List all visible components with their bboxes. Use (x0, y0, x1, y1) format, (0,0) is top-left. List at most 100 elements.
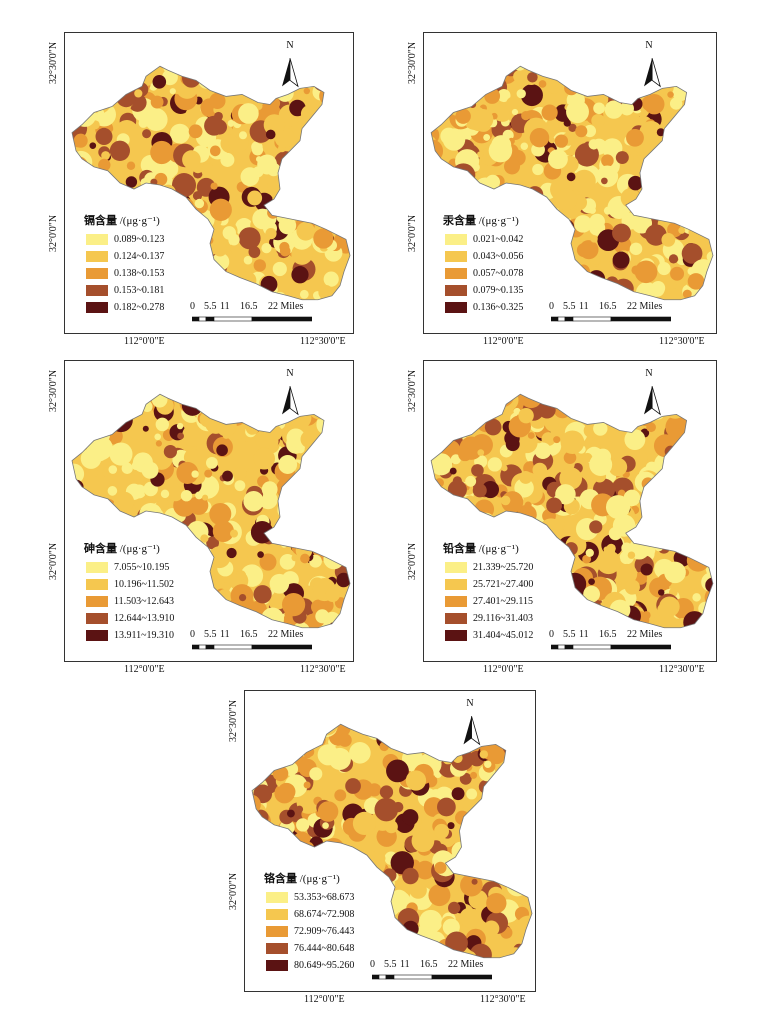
map-patch (284, 191, 293, 200)
map-patch (247, 467, 254, 475)
map-patch (665, 162, 686, 183)
map-patch (189, 495, 209, 515)
map-patch (574, 279, 588, 294)
map-patch (75, 400, 88, 413)
map-patch (109, 408, 133, 433)
map-patch (656, 180, 670, 194)
map-patch (265, 227, 277, 240)
map-patch (431, 179, 439, 204)
map-patch (338, 733, 352, 747)
map-patch (581, 600, 594, 613)
map-patch (252, 732, 260, 749)
map-patch (173, 557, 190, 574)
map-patch (282, 508, 294, 521)
map-patch (330, 853, 348, 871)
map-patch (431, 395, 433, 415)
map-patch (197, 545, 209, 558)
map-patch (176, 66, 200, 77)
legend-swatch (266, 943, 288, 954)
map-patch (109, 442, 133, 466)
map-panel: N 32°30'0"N 32°0'0"N 112°0'0"E 112°30'0"E 铅含量… (407, 360, 717, 675)
map-patch (431, 618, 434, 628)
map-patch (213, 66, 231, 81)
map-patch (648, 434, 656, 443)
map-patch (545, 606, 565, 625)
map-patch (508, 759, 528, 779)
map-patch (564, 542, 578, 556)
map-patch (89, 522, 103, 536)
map-patch (72, 200, 74, 219)
map-patch (202, 593, 225, 617)
map-patch (516, 809, 532, 827)
map-patch (169, 193, 192, 216)
map-patch (89, 423, 97, 431)
map-patch (112, 516, 131, 535)
map-patch (691, 413, 707, 428)
map-patch (704, 221, 713, 231)
map-patch (177, 237, 193, 253)
legend-swatch (86, 596, 108, 607)
map-patch (415, 939, 426, 950)
map-patch (179, 211, 197, 229)
map-patch (608, 526, 623, 541)
map-patch (192, 559, 203, 570)
map-patch (320, 491, 339, 509)
map-patch (431, 508, 436, 529)
map-patch (308, 493, 327, 511)
map-patch (253, 447, 275, 470)
map-patch (261, 242, 272, 254)
map-patch (490, 200, 499, 209)
map-patch (513, 184, 521, 192)
map-patch (537, 261, 557, 281)
map-patch (670, 466, 682, 478)
map-patch (616, 563, 638, 585)
map-patch (444, 193, 467, 215)
map-patch (523, 211, 539, 227)
map-patch (236, 76, 249, 89)
map-patch (704, 544, 713, 567)
map-patch (461, 848, 473, 861)
map-patch (312, 474, 330, 492)
map-patch (563, 451, 577, 464)
map-patch (267, 207, 279, 219)
map-patch (375, 916, 384, 926)
map-patch (555, 484, 576, 505)
map-patch (322, 822, 329, 829)
map-patch (431, 166, 447, 190)
map-patch (446, 76, 464, 94)
map-patch (431, 413, 448, 430)
map-patch (479, 750, 489, 759)
map-patch (494, 800, 510, 816)
map-patch (506, 724, 524, 739)
map-patch (243, 490, 264, 512)
map-patch (520, 84, 543, 107)
map-patch (435, 272, 445, 282)
map-patch (374, 883, 389, 898)
scale-label: 22 Miles (627, 301, 663, 312)
map-patch (459, 907, 480, 928)
map-patch (343, 502, 350, 516)
map-patch (441, 734, 462, 755)
map-patch (612, 223, 631, 243)
map-patch (312, 70, 334, 92)
map-patch (422, 937, 429, 945)
map-patch (431, 595, 441, 612)
map-patch (252, 742, 259, 750)
map-patch (179, 237, 198, 256)
map-patch (607, 66, 629, 76)
choropleth-map (430, 58, 714, 301)
map-patch (313, 228, 334, 249)
legend-swatch (445, 251, 467, 262)
map-patch (674, 160, 692, 178)
map-patch (431, 483, 443, 506)
map-patch (72, 489, 89, 509)
map-patch (525, 775, 532, 787)
map-patch (670, 78, 678, 86)
map-patch (468, 403, 483, 417)
map-patch (479, 843, 497, 861)
legend-item: 0.182~0.278 (86, 302, 164, 314)
map-patch (166, 258, 182, 275)
longitude-label: 112°0'0"E (124, 664, 165, 675)
map-patch (203, 569, 215, 581)
map-patch (431, 248, 437, 270)
